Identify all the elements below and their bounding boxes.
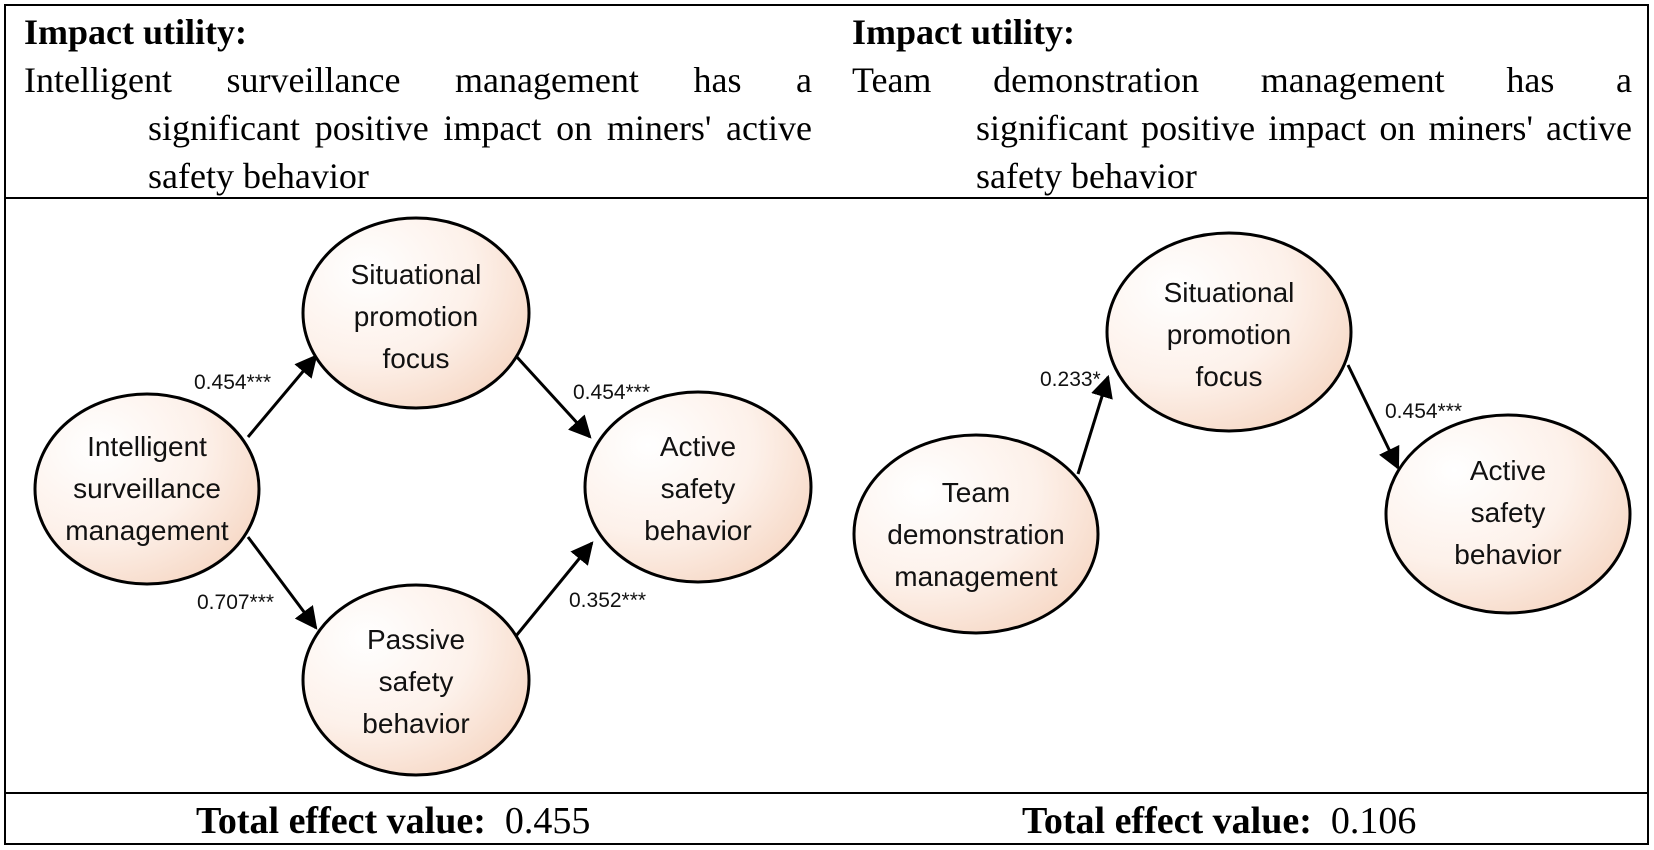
- left-arrow-promotion-active: [514, 354, 592, 439]
- right-statement: Team demonstration management has a sign…: [852, 56, 1632, 200]
- left-statement-rest: significant positive impact on miners' a…: [148, 108, 812, 196]
- right-coef-promotion-active: 0.454***: [1385, 400, 1462, 423]
- left-node-passive: Passive safety behavior: [301, 583, 531, 777]
- left-node-active-line2: safety: [661, 473, 736, 504]
- right-coef-source-promotion: 0.233*: [1040, 368, 1101, 391]
- left-node-passive-line1: Passive: [367, 624, 465, 655]
- right-arrow-promotion-active: [1346, 364, 1400, 471]
- right-total-value: 0.106: [1330, 800, 1417, 842]
- left-arrow-source-passive: [246, 536, 318, 630]
- left-node-source-line1: Intelligent: [87, 431, 207, 462]
- left-total: Total effect value: 0.455: [196, 798, 590, 844]
- right-node-promotion: Situational promotion focus: [1105, 231, 1353, 433]
- header-divider: [4, 197, 1649, 199]
- right-statement-rest: significant positive impact on miners' a…: [976, 108, 1632, 196]
- left-node-active-line3: behavior: [644, 515, 751, 546]
- left-coef-source-passive: 0.707***: [197, 591, 274, 614]
- right-node-source-line1: Team: [942, 477, 1010, 508]
- left-arrow-source-promotion: [246, 354, 318, 438]
- right-node-promotion-line2: promotion: [1167, 319, 1292, 350]
- left-node-source: Intelligent surveillance management: [33, 392, 261, 586]
- right-node-source: Team demonstration management: [852, 433, 1100, 635]
- left-node-source-line2: surveillance: [73, 473, 221, 504]
- left-arrow-passive-active: [514, 541, 594, 637]
- left-node-source-line3: management: [65, 515, 229, 546]
- footer-divider: [4, 792, 1649, 794]
- right-heading: Impact utility:: [852, 12, 1075, 52]
- right-node-active-line1: Active: [1470, 455, 1546, 486]
- table-frame: [4, 4, 1649, 845]
- left-heading: Impact utility:: [24, 12, 247, 52]
- right-node-source-line3: management: [894, 561, 1058, 592]
- left-coef-promotion-active: 0.454***: [573, 381, 650, 404]
- left-node-promotion: Situational promotion focus: [301, 216, 531, 410]
- right-node-active-line2: safety: [1471, 497, 1546, 528]
- left-node-passive-line2: safety: [379, 666, 454, 697]
- right-total-label: Total effect value:: [1022, 800, 1312, 842]
- left-coef-passive-active: 0.352***: [569, 589, 646, 612]
- left-node-promotion-line1: Situational: [351, 259, 482, 290]
- left-total-label: Total effect value:: [196, 800, 486, 842]
- right-node-promotion-line1: Situational: [1164, 277, 1295, 308]
- right-node-source-line2: demonstration: [887, 519, 1064, 550]
- left-node-promotion-line2: promotion: [354, 301, 479, 332]
- right-node-active: Active safety behavior: [1384, 413, 1632, 615]
- left-statement-first: Intelligent surveillance management has …: [24, 60, 812, 100]
- left-node-passive-line3: behavior: [362, 708, 469, 739]
- left-node-active: Active safety behavior: [583, 390, 813, 584]
- left-coef-source-promotion: 0.454***: [194, 371, 271, 394]
- right-arrow-source-promotion: [1076, 374, 1113, 475]
- left-node-promotion-line3: focus: [383, 343, 450, 374]
- right-total: Total effect value: 0.106: [1022, 798, 1416, 844]
- left-total-value: 0.455: [504, 800, 591, 842]
- right-node-active-line3: behavior: [1454, 539, 1561, 570]
- right-statement-first: Team demonstration management has a: [852, 60, 1632, 100]
- left-node-active-line1: Active: [660, 431, 736, 462]
- right-node-promotion-line3: focus: [1196, 361, 1263, 392]
- left-statement: Intelligent surveillance management has …: [24, 56, 812, 200]
